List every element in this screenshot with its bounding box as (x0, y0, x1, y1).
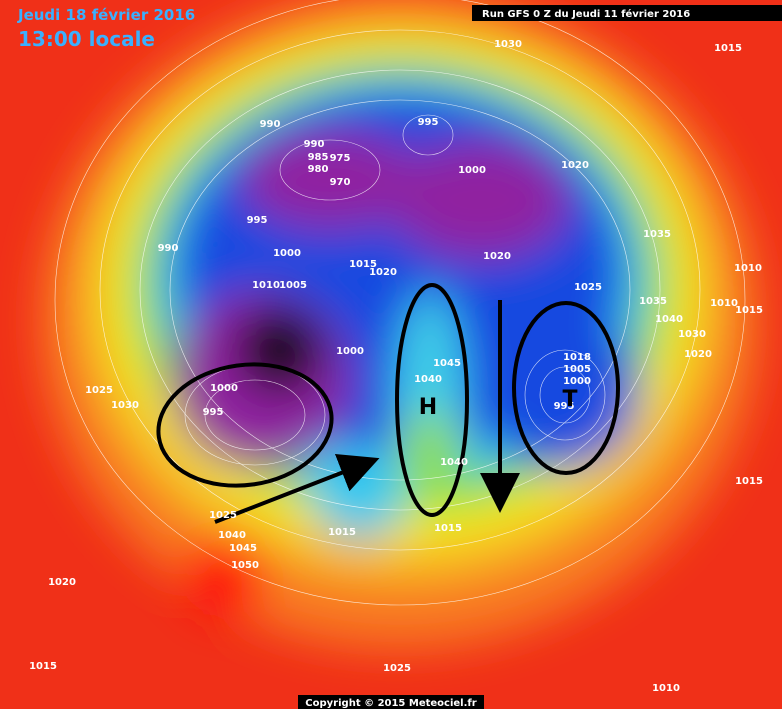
analysis-overlay (156, 283, 620, 524)
isobar-label: 1040 (218, 530, 246, 541)
run-info: Run GFS 0 Z du Jeudi 11 février 2016 (482, 8, 690, 20)
isobar-label: 1025 (85, 385, 113, 396)
isobar-label: 1005 (563, 364, 591, 375)
isobar-label: 1015 (29, 661, 57, 672)
isobar-label: 1020 (561, 160, 589, 171)
isobar-label: 1010 (710, 298, 738, 309)
isobar-label: 1020 (369, 267, 397, 278)
isobar-label: 1010 (734, 263, 762, 274)
isobar-label: 1040 (440, 457, 468, 468)
isobar-label: 1045 (433, 358, 461, 369)
isobar-label: 1020 (483, 251, 511, 262)
isobar-label: 1018 (563, 352, 591, 363)
isobar-label: 980 (308, 164, 329, 175)
isobar-label: 995 (247, 215, 268, 226)
isobar-label: 1050 (231, 560, 259, 571)
isobar-label: 1040 (414, 374, 442, 385)
isobar-label: 1035 (639, 296, 667, 307)
isobar-label: 1015 (735, 305, 763, 316)
isobar-label: 1025 (383, 663, 411, 674)
isobar-label: 1040 (655, 314, 683, 325)
isobar-label: 995 (554, 401, 575, 412)
isobar-label: 1025 (209, 510, 237, 521)
isobar-label: 975 (330, 153, 351, 164)
isobar-label: 1015 (328, 527, 356, 538)
isobar-label: 985 (308, 152, 329, 163)
isobar-label: 1010 (252, 280, 280, 291)
pressure-field (40, 0, 760, 650)
low-marker: T (562, 387, 577, 412)
isobar-label: 1015 (714, 43, 742, 54)
isobar-label: 1000 (458, 165, 486, 176)
isobar-label: 1020 (48, 577, 76, 588)
isobars (54, 0, 746, 606)
isobar-label: 1015 (349, 259, 377, 270)
isobar-label: 1000 (563, 376, 591, 387)
valid-date: Jeudi 18 février 2016 (17, 6, 195, 24)
copyright: Copyright © 2015 Meteociel.fr (305, 698, 476, 709)
isobar-label: 990 (158, 243, 179, 254)
isobar-label: 990 (260, 119, 281, 130)
isobar-label: 995 (418, 117, 439, 128)
isobar-label: 1030 (494, 39, 522, 50)
copyright-box (298, 695, 484, 709)
isobar-label: 970 (330, 177, 351, 188)
isobar-label: 1000 (336, 346, 364, 357)
isobar-label: 1020 (684, 349, 712, 360)
isobar-label: 1015 (434, 523, 462, 534)
isobar-label: 1000 (210, 383, 238, 394)
valid-time: 13:00 locale (18, 27, 155, 51)
isobar-label: 1000 (273, 248, 301, 259)
isobar-label: 1025 (574, 282, 602, 293)
isobar-label: 1010 (652, 683, 680, 694)
high-marker: H (419, 395, 437, 420)
isobar-label: 995 (203, 407, 224, 418)
run-box (472, 5, 782, 21)
isobar-label: 1015 (735, 476, 763, 487)
isobar-label: 1030 (678, 329, 706, 340)
isobar-label: 990 (304, 139, 325, 150)
isobar-label: 1030 (111, 400, 139, 411)
isobar-label: 1035 (643, 229, 671, 240)
isobar-label: 1005 (279, 280, 307, 291)
isobar-label: 1045 (229, 543, 257, 554)
